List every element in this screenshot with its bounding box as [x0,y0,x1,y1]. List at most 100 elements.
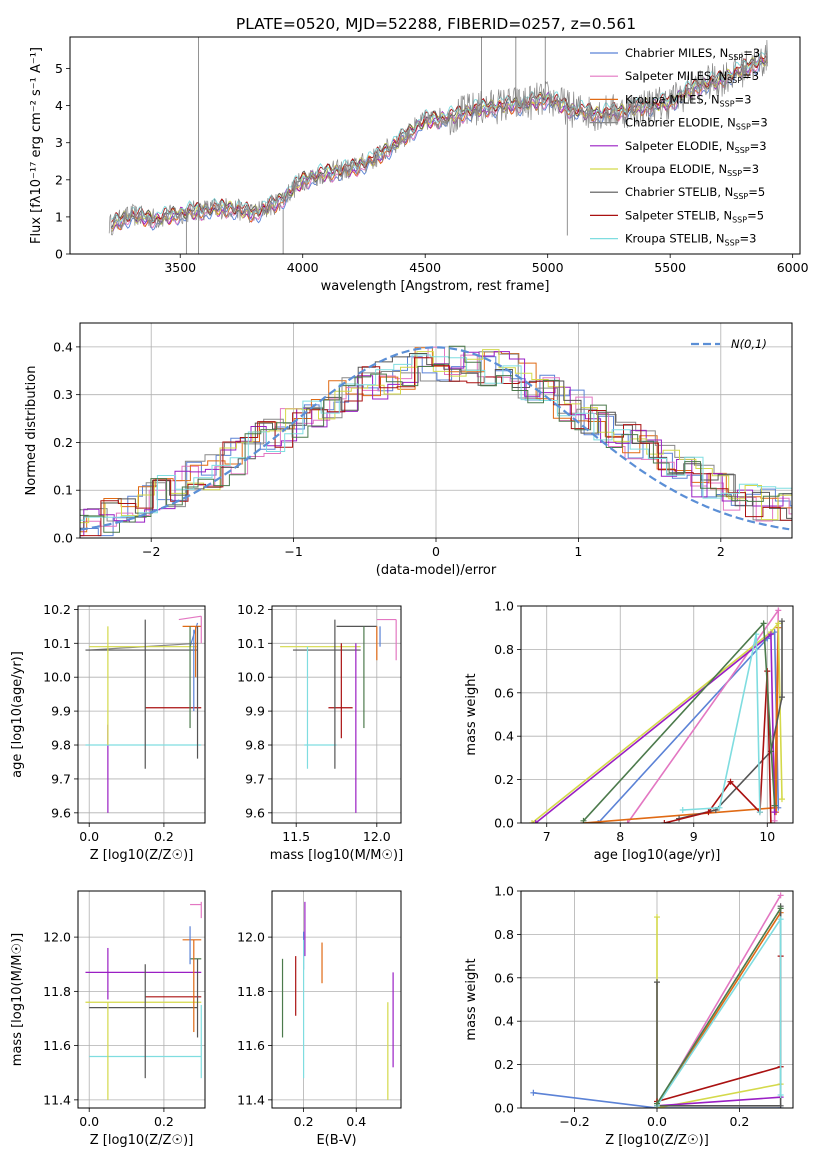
y-tick-label: 11.6 [43,1038,71,1053]
plot-frame [77,890,206,1109]
y-tick-label: 9.8 [51,738,71,753]
legend-label-subscript: SSP [732,215,747,224]
weight-series-line [656,916,782,1107]
x-tick-label: 0 [432,544,440,559]
x-tick-label: 0.0 [647,1114,667,1129]
y-tick-label: 1 [55,209,63,224]
y-tick-label: 0.6 [494,685,514,700]
x-tick-label: 3500 [164,260,196,275]
weight-point-marker [775,607,782,614]
legend-label-main: Kroupa MILES, N [625,92,720,106]
legend-label-value: =3 [751,116,768,130]
y-tick-label: 0.4 [53,339,73,354]
y-tick-label: 10.2 [237,602,265,617]
y-tick-label: 11.4 [43,1092,71,1107]
x-tick-label: 4500 [409,260,441,275]
y-tick-label: 0.3 [53,387,73,402]
y-axis-label: Flux [fλ10⁻¹⁷ erg cm⁻² s⁻¹ A⁻¹] [29,47,44,244]
histogram-step-line [80,356,792,537]
histogram-step-line [80,351,792,522]
legend-label: Kroupa MILES, NSSP=3 [625,92,751,108]
weight-point-marker [777,1091,784,1098]
mass_vs_ebv-panel: 0.2 0.4 11.4 11.6 11.8 12.0 E(B-V) [237,890,402,1148]
weight-series-line [583,627,780,823]
y-axis-label: age [log10(age/yr)] [10,651,25,778]
age_vs_mass-panel: 11.5 12.0 9.6 9.7 9.8 9.9 10.0 10.1 10.2 mass [lo… [237,602,403,863]
histogram-step-line [80,347,792,533]
legend-label-main: Chabrier MILES, N [625,46,728,60]
weight-lines [529,607,785,823]
y-tick-label: 0.0 [53,531,73,546]
weight-point-marker [778,694,785,701]
y-tick-label: 11.8 [237,984,265,999]
histogram-step-line [80,345,792,533]
y-tick-label: 10.1 [43,636,71,651]
y-axis-label: mass weight [464,673,479,755]
weight-point-marker [771,802,778,809]
x-tick-label: 0.2 [154,1114,174,1129]
y-tick-label: 1.0 [494,599,514,614]
weight-point-marker [654,979,660,986]
plot-frame [520,605,794,824]
weight-point-marker [716,804,723,811]
errorbars [280,618,397,813]
observed-spectrum-line [108,39,769,236]
weight_vs_age-panel: 7 8 9 10 0.0 0.2 0.4 0.6 0.8 1.0 age [log10(age/yr… [464,599,794,863]
legend-label-subscript: SSP [725,239,740,248]
y-tick-label: 0.2 [494,772,514,787]
normal-distribution-curve [80,346,790,531]
weight-series-line [535,632,776,823]
x-axis-label: Z [log10(Z/Z☉)] [90,1133,194,1148]
legend-label: Chabrier STELIB, NSSP=5 [625,185,765,201]
mass_vs_Z-panel: 0.0 0.2 11.4 11.6 11.8 12.0 Z [log10(Z/Z☉)] mas… [10,890,206,1148]
plot-frame [69,36,801,255]
figure-title: PLATE=0520, MJD=52288, FIBERID=0257, z=0… [236,15,636,33]
weight-point-marker [661,820,668,823]
age_vs_Z-panel: 0.0 0.2 9.6 9.7 9.8 9.9 10.0 10.1 10.2 Z [log10(Z… [10,602,206,863]
weight-point-marker [777,916,784,923]
spectrum-lines [108,37,769,254]
weight-point-marker [727,778,734,785]
legend-label: Kroupa ELODIE, NSSP=3 [625,162,759,178]
y-tick-label: 12.0 [237,930,265,945]
legend-label-main: Salpeter STELIB, N [625,208,732,222]
y-tick-label: 1.0 [494,884,514,899]
weight-point-marker [756,809,763,816]
legend-label-main: Chabrier ELODIE, N [625,116,736,130]
x-axis-label: mass [log10(M/M☉)] [270,848,403,863]
y-tick-label: 0.4 [494,729,514,744]
x-tick-label: 5500 [654,260,686,275]
y-axis-label: mass [log10(M/M☉)] [10,933,25,1066]
x-tick-label: −1 [284,544,302,559]
weight-point-marker [777,892,784,899]
x-tick-label: 9 [690,829,698,844]
residuals-panel: −2 −1 0 1 2 0.0 0.1 0.2 0.3 0.4 (data-model)/error… [24,322,793,578]
plot-frame [520,890,794,1109]
legend-label: N(0,1) [731,337,767,351]
weight-point-marker [654,914,660,921]
x-tick-label: 1 [574,544,582,559]
legend-label-main: Kroupa ELODIE, N [625,162,727,176]
legend-label-value: =3 [735,92,752,106]
legend-label: Chabrier MILES, NSSP=3 [625,46,760,62]
x-tick-label: −0.2 [559,1114,589,1129]
weight-point-marker [654,1100,660,1107]
legend-label-value: =5 [748,185,765,199]
weight-point-marker [595,820,602,823]
spectrum-panel: 3500 4000 4500 5000 5500 6000 0 1 2 3 4 5 wavelength… [29,36,809,294]
legend-label: Salpeter STELIB, NSSP=5 [625,208,764,224]
y-tick-label: 3 [55,135,63,150]
weight-series-line [664,671,772,823]
legend-label-value: =3 [742,162,759,176]
legend-label-main: Kroupa STELIB, N [625,232,725,246]
x-axis-label: Z [log10(Z/Z☉)] [605,1133,709,1148]
histogram-step-line [80,351,792,537]
plot-frame [271,605,402,824]
legend-label-subscript: SSP [733,192,748,201]
weight-point-marker [777,905,784,912]
x-tick-label: 0.2 [154,829,174,844]
weight-series-line [678,621,783,820]
weight-series-line [656,907,782,1105]
legend-label: Salpeter ELODIE, NSSP=3 [625,139,767,155]
